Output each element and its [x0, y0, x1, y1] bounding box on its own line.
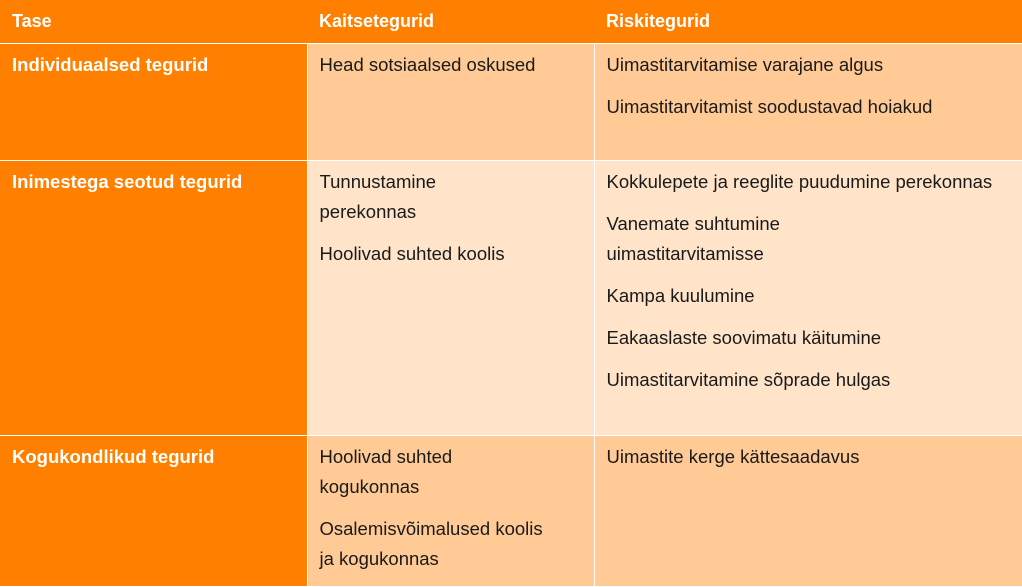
list-item: Hoolivad suhted kogukonnas [319, 445, 453, 497]
header-risk: Riskitegurid [594, 0, 1022, 44]
list-item: Uimastitarvitamist soodustavad hoiakud [606, 95, 933, 117]
list-item: Kokkulepete ja reeglite puudumine pereko… [606, 170, 993, 192]
list-item: Tunnustamine perekonnas [319, 170, 437, 222]
list-item: Uimastite kerge kättesaadavus [606, 445, 860, 467]
header-level: Tase [0, 0, 307, 44]
table-row: Individuaalsed tegurid Head sotsiaalsed … [0, 43, 1022, 161]
list-item: Uimastitarvitamine sõprade hulgas [606, 368, 891, 390]
list-item: Osalemisvõimalused koolis ja kogukonnas [319, 517, 543, 569]
level-cell: Kogukondlikud tegurid [0, 435, 308, 587]
level-cell: Individuaalsed tegurid [0, 43, 308, 161]
table-row: Inimestega seotud tegurid Tunnustamine p… [0, 160, 1022, 436]
protective-cell: Tunnustamine perekonnas Hoolivad suhted k… [306, 160, 595, 436]
list-item: Hoolivad suhted koolis [319, 242, 505, 264]
list-item: Head sotsiaalsed oskused [319, 53, 536, 75]
table-row: Kogukondlikud tegurid Hoolivad suhted ko… [0, 435, 1022, 587]
header-protective: Kaitsetegurid [307, 0, 594, 44]
risk-cell: Uimastitarvitamise varajane algus Uimasti… [593, 43, 1022, 161]
protective-cell: Hoolivad suhted kogukonnas Osalemisvõimal… [306, 435, 595, 587]
list-item: Uimastitarvitamise varajane algus [606, 53, 884, 75]
list-item: Eakaaslaste soovimatu käitumine [606, 326, 882, 348]
header-row: Tase Kaitsetegurid Riskitegurid [0, 0, 1022, 44]
risk-cell: Uimastite kerge kättesaadavus [593, 435, 1022, 587]
risk-cell: Kokkulepete ja reeglite puudumine pereko… [593, 160, 1022, 436]
protective-cell: Head sotsiaalsed oskused [306, 43, 595, 161]
list-item: Kampa kuulumine [606, 284, 755, 306]
level-cell: Inimestega seotud tegurid [0, 160, 308, 436]
list-item: Vanemate suhtumine uimastitarvitamisse [606, 212, 780, 264]
